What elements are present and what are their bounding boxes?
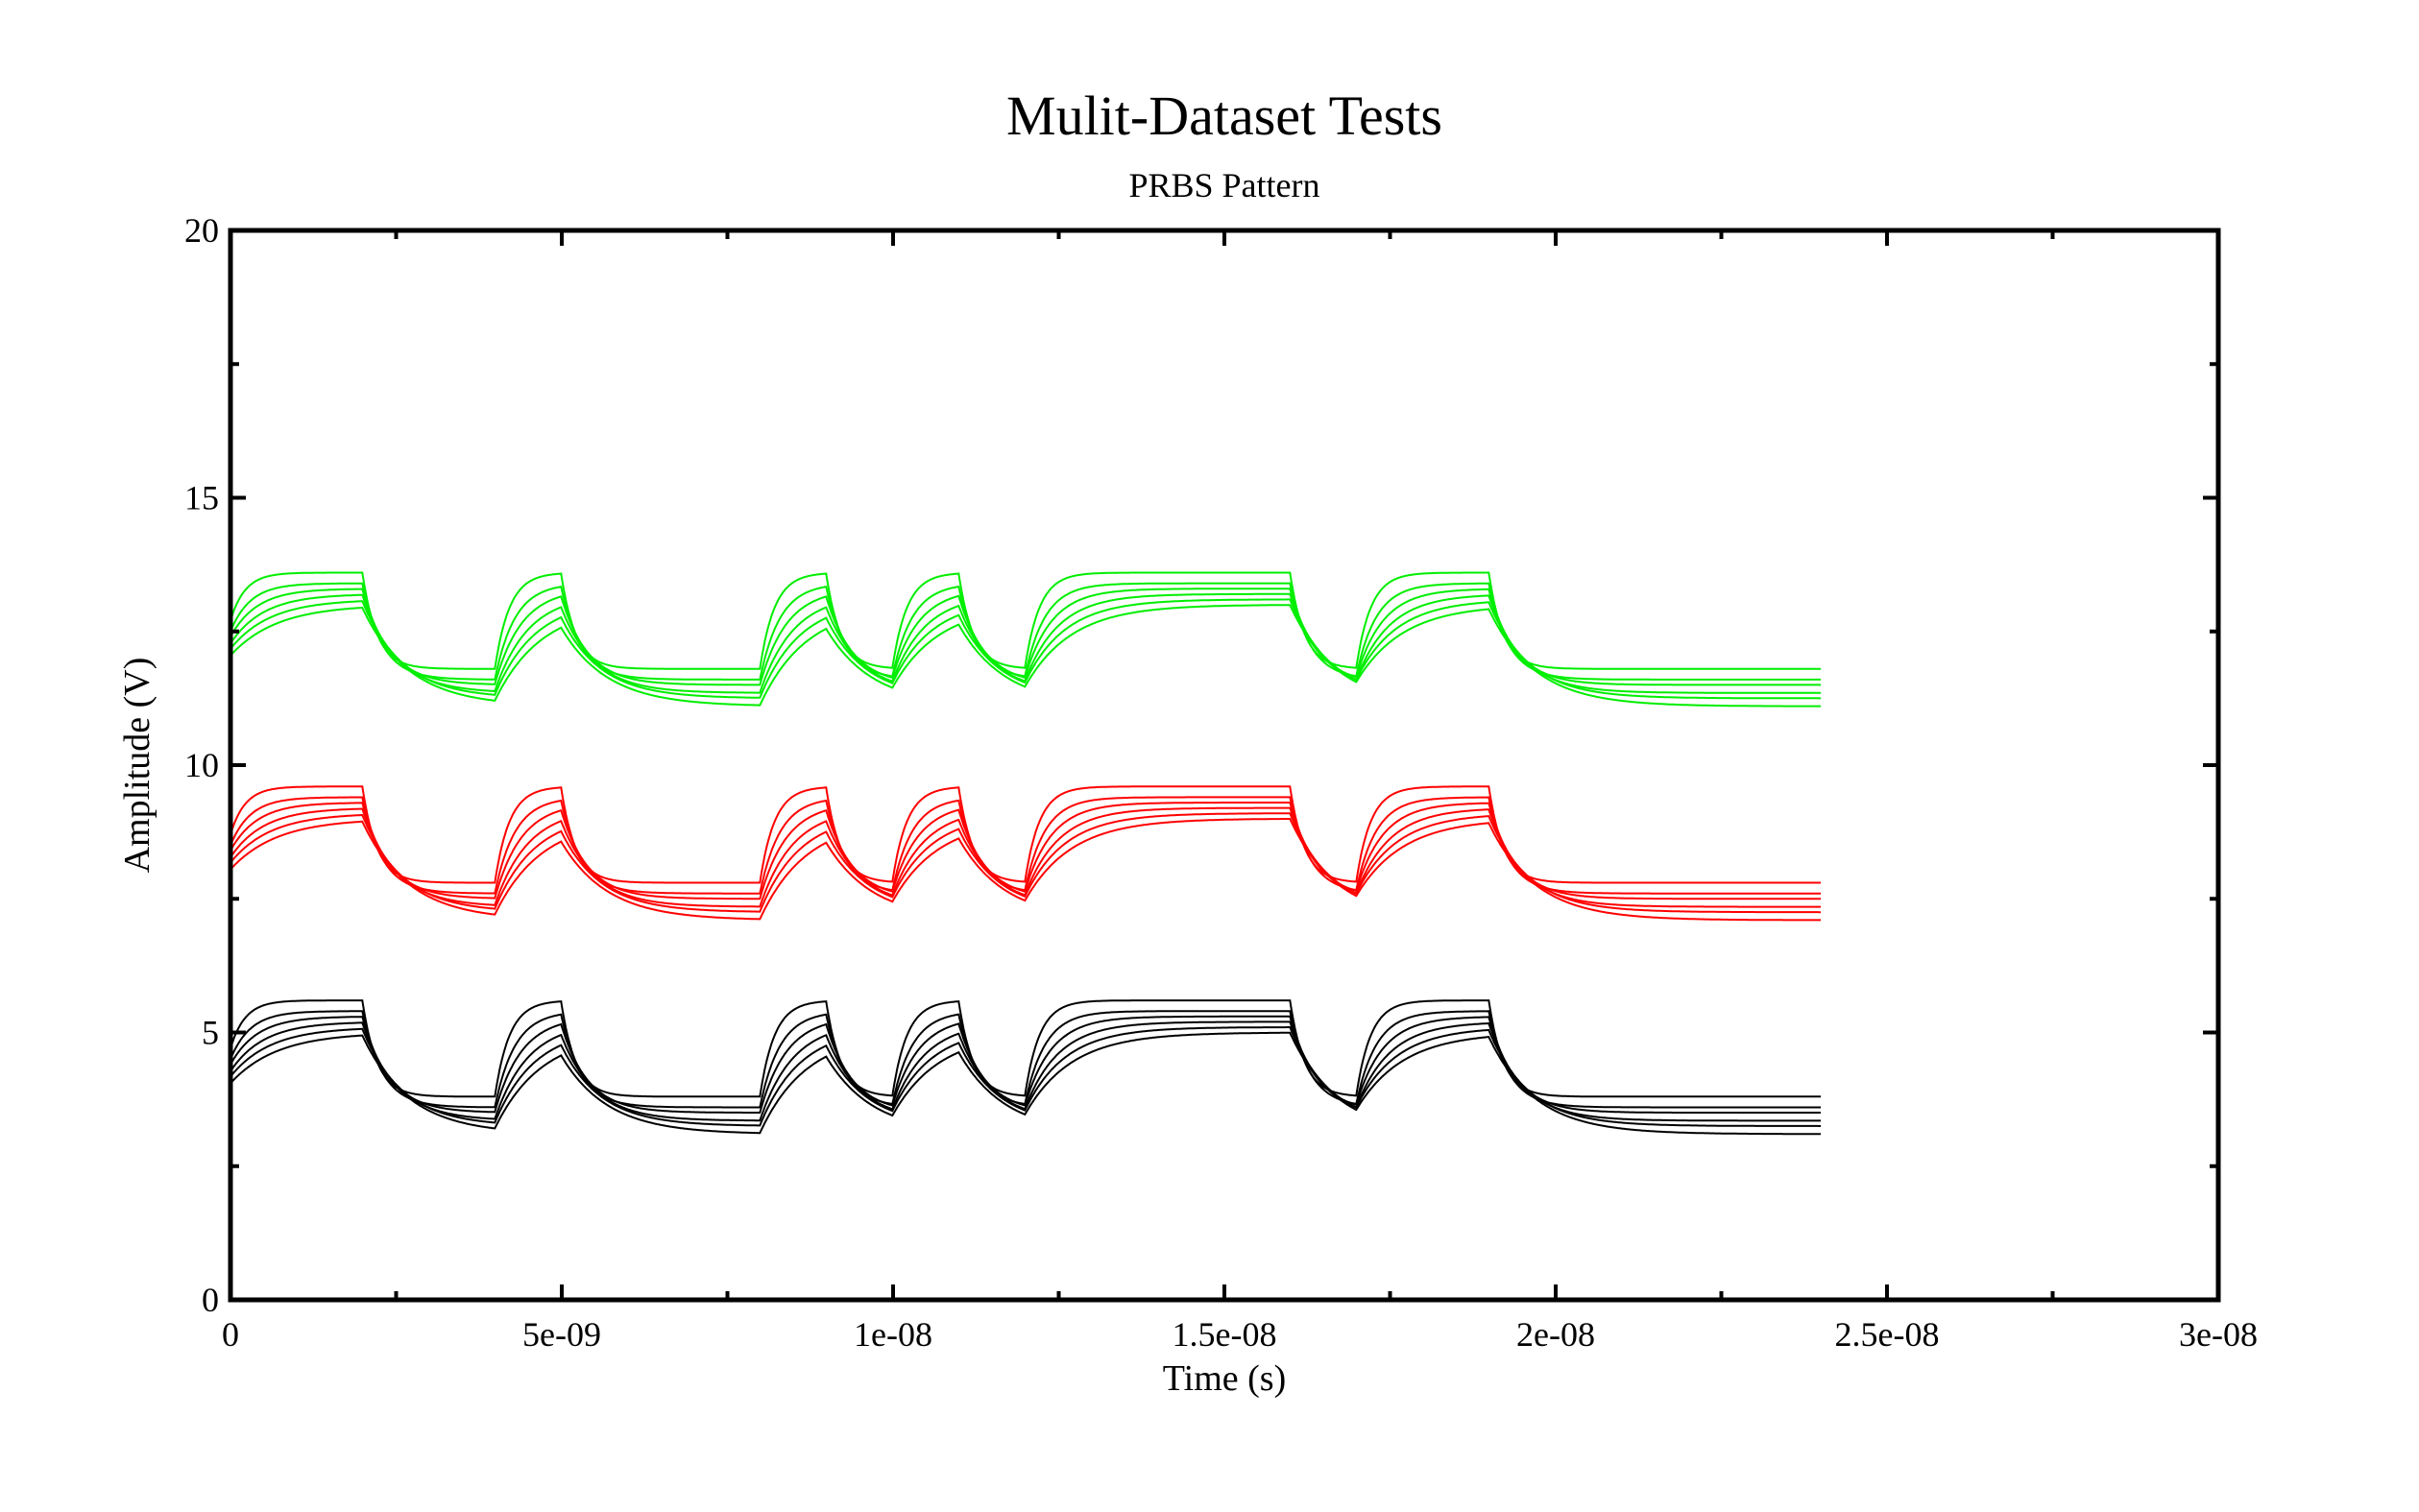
x-tick-label: 3e-08 bbox=[2179, 1315, 2258, 1354]
series-0-trace-0 bbox=[230, 604, 1822, 708]
traces-layer bbox=[230, 571, 1822, 1136]
series-2-trace-0 bbox=[230, 1031, 1822, 1136]
y-tick-label: 15 bbox=[184, 479, 219, 517]
x-tick-label: 0 bbox=[222, 1315, 239, 1354]
series-1-trace-0 bbox=[230, 818, 1822, 922]
series-1-trace-5 bbox=[230, 785, 1821, 884]
x-tick-label: 2.5e-08 bbox=[1835, 1315, 1940, 1354]
ticks-layer: 0 5e-09 1e-08 1.5e-08 2e-08 2.5e-08 3e-08 0 5 10 1… bbox=[184, 211, 2258, 1354]
series-1-trace-4 bbox=[230, 796, 1821, 895]
series-0 bbox=[230, 571, 1822, 708]
chart-title: Mulit-Dataset Tests bbox=[1006, 84, 1442, 147]
x-tick-label: 1.5e-08 bbox=[1173, 1315, 1277, 1354]
y-tick-label: 5 bbox=[202, 1014, 219, 1052]
plot-frame bbox=[228, 228, 2221, 1303]
y-tick-label: 20 bbox=[184, 211, 219, 250]
series-1-trace-2 bbox=[230, 806, 1821, 908]
y-tick-label: 10 bbox=[184, 746, 219, 784]
chart-subtitle: PRBS Pattern bbox=[1128, 166, 1319, 204]
series-2-trace-2 bbox=[230, 1020, 1821, 1122]
series-2-trace-5 bbox=[230, 999, 1821, 1098]
series-2 bbox=[230, 999, 1822, 1136]
y-tick-label: 0 bbox=[202, 1281, 219, 1319]
y-axis-label: Amplitude (V) bbox=[117, 658, 157, 874]
x-tick-label: 2e-08 bbox=[1516, 1315, 1595, 1354]
series-0-trace-2 bbox=[230, 592, 1821, 694]
x-tick-label: 5e-09 bbox=[522, 1315, 601, 1354]
series-1 bbox=[230, 785, 1822, 922]
series-2-trace-4 bbox=[230, 1010, 1821, 1109]
x-tick-label: 1e-08 bbox=[854, 1315, 932, 1354]
series-0-trace-5 bbox=[230, 571, 1821, 670]
x-axis-label: Time (s) bbox=[1163, 1358, 1286, 1399]
series-0-trace-4 bbox=[230, 582, 1821, 681]
